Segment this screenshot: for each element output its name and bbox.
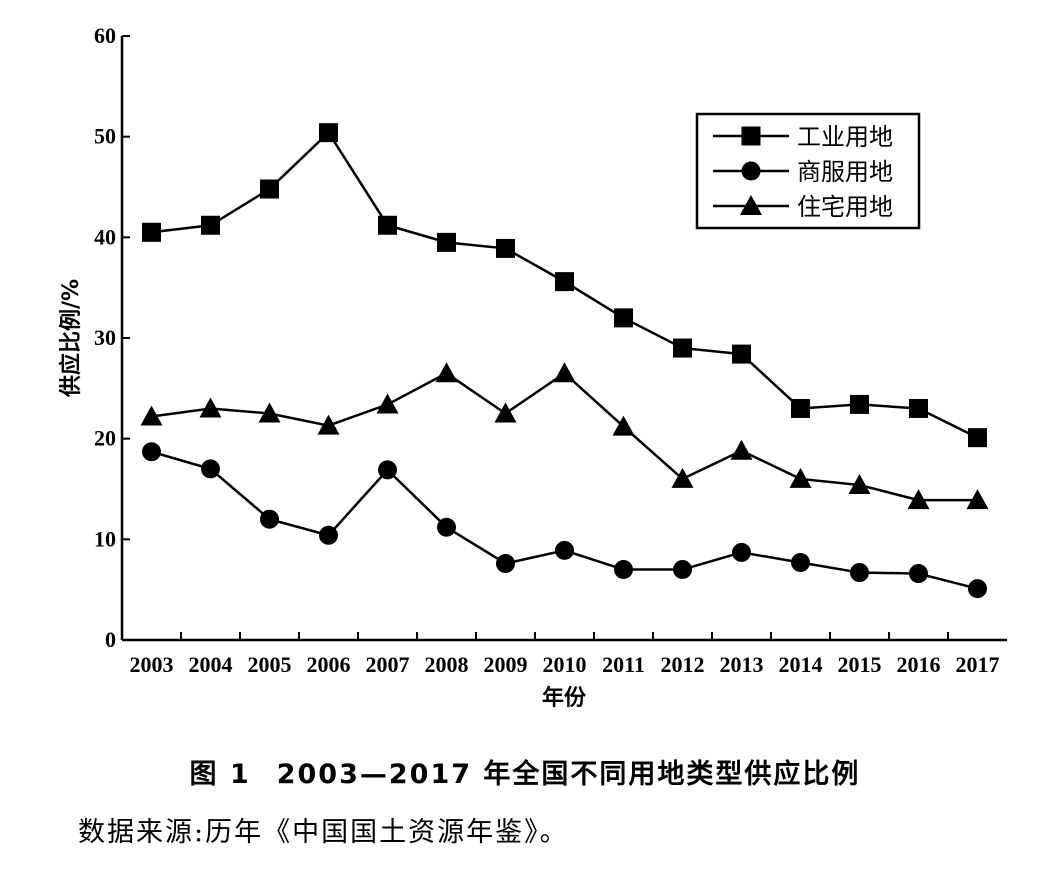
y-tick-label: 10 bbox=[94, 526, 116, 551]
legend-label: 商服用地 bbox=[797, 158, 893, 186]
square-marker bbox=[142, 222, 161, 242]
x-tick-label: 2008 bbox=[425, 652, 469, 677]
square-marker bbox=[968, 428, 987, 448]
y-tick-label: 20 bbox=[94, 426, 116, 451]
x-tick-label: 2006 bbox=[307, 652, 351, 677]
square-marker bbox=[909, 398, 928, 418]
triangle-marker bbox=[612, 415, 635, 436]
legend-label: 住宅用地 bbox=[797, 193, 893, 221]
square-marker bbox=[850, 394, 869, 414]
y-tick-label: 60 bbox=[94, 23, 116, 48]
triangle-marker bbox=[907, 489, 930, 510]
x-tick-label: 2013 bbox=[720, 652, 764, 677]
x-tick-label: 2016 bbox=[897, 652, 941, 677]
x-tick-label: 2017 bbox=[956, 652, 1000, 677]
square-marker bbox=[201, 215, 220, 235]
x-tick-label: 2007 bbox=[366, 652, 410, 677]
figure-number: 图 1 bbox=[189, 759, 251, 790]
figure-title: 2003—2017 年全国不同用地类型供应比例 bbox=[276, 759, 861, 790]
circle-marker bbox=[555, 540, 574, 560]
triangle-marker bbox=[789, 467, 812, 488]
x-tick-label: 2004 bbox=[189, 652, 233, 677]
triangle-marker bbox=[740, 195, 762, 215]
circle-marker bbox=[791, 552, 810, 572]
circle-marker bbox=[850, 563, 869, 583]
triangle-marker bbox=[553, 362, 576, 383]
data-series bbox=[140, 123, 989, 599]
source-note: 数据来源:历年《中国国土资源年鉴》。 bbox=[78, 817, 569, 848]
x-tick-label: 2012 bbox=[661, 652, 705, 677]
circle-marker bbox=[378, 460, 397, 480]
x-tick-label: 2009 bbox=[484, 652, 528, 677]
square-marker bbox=[741, 126, 761, 146]
series-triangle bbox=[140, 362, 989, 510]
circle-marker bbox=[437, 517, 456, 537]
square-marker bbox=[319, 123, 338, 143]
y-tick-label: 30 bbox=[94, 325, 116, 350]
figure-caption: 图 1 2003—2017 年全国不同用地类型供应比例 bbox=[0, 752, 1050, 791]
x-tick-label: 2011 bbox=[602, 652, 645, 677]
series-line bbox=[151, 371, 978, 502]
legend-label: 工业用地 bbox=[797, 123, 893, 151]
x-tick-label: 2003 bbox=[130, 652, 174, 677]
x-axis-title: 年份 bbox=[542, 685, 587, 711]
triangle-marker bbox=[140, 405, 163, 426]
square-marker bbox=[673, 338, 692, 358]
y-tick-label: 50 bbox=[94, 124, 116, 149]
x-tick-label: 2015 bbox=[838, 652, 882, 677]
y-tick-label: 0 bbox=[105, 627, 116, 652]
circle-marker bbox=[741, 161, 761, 181]
series-square bbox=[142, 123, 987, 448]
x-tick-label: 2014 bbox=[779, 652, 823, 677]
y-axis-ticks: 0 10 20 30 40 50 60 bbox=[94, 23, 130, 652]
x-tick-label: 2010 bbox=[543, 652, 587, 677]
square-marker bbox=[378, 215, 397, 235]
triangle-marker bbox=[258, 402, 281, 423]
square-marker bbox=[791, 398, 810, 418]
triangle-marker bbox=[317, 414, 340, 435]
circle-marker bbox=[142, 442, 161, 462]
circle-marker bbox=[732, 542, 751, 562]
square-marker bbox=[437, 232, 456, 252]
triangle-marker bbox=[494, 402, 517, 423]
circle-marker bbox=[201, 459, 220, 479]
x-axis-ticks: 2003 2004 2005 2006 2007 2008 2009 2010 2011 2012… bbox=[130, 632, 1000, 677]
square-marker bbox=[496, 238, 515, 258]
circle-marker bbox=[673, 560, 692, 580]
triangle-marker bbox=[199, 397, 222, 418]
x-tick-label: 2005 bbox=[248, 652, 292, 677]
triangle-marker bbox=[848, 473, 871, 494]
circle-marker bbox=[496, 553, 515, 573]
triangle-marker bbox=[435, 362, 458, 383]
triangle-marker bbox=[376, 393, 399, 414]
triangle-marker bbox=[730, 439, 753, 460]
square-marker bbox=[614, 308, 633, 328]
series-circle bbox=[142, 442, 987, 599]
circle-marker bbox=[260, 509, 279, 529]
y-tick-label: 40 bbox=[94, 224, 116, 249]
square-marker bbox=[732, 344, 751, 364]
triangle-marker bbox=[966, 489, 989, 510]
circle-marker bbox=[319, 525, 338, 545]
circle-marker bbox=[909, 564, 928, 584]
square-marker bbox=[555, 272, 574, 292]
y-axis-title: 供应比例/% bbox=[58, 279, 84, 398]
circle-marker bbox=[614, 560, 633, 580]
circle-marker bbox=[968, 579, 987, 599]
triangle-marker bbox=[671, 467, 694, 488]
square-marker bbox=[260, 179, 279, 199]
